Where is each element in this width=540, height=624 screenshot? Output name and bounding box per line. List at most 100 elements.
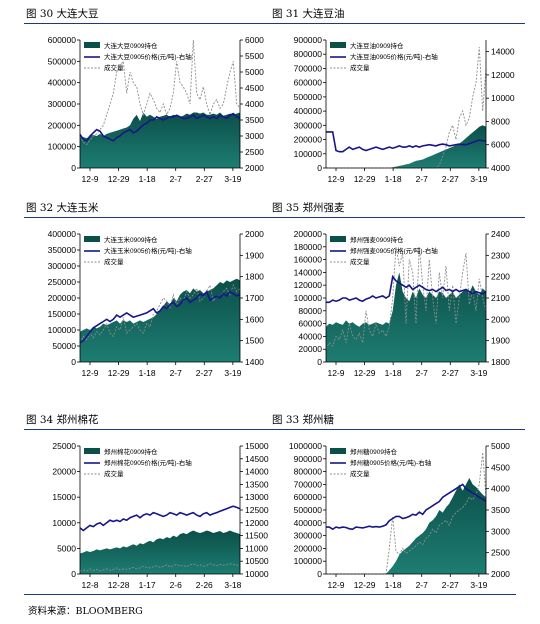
left-tick-label: 700000 xyxy=(294,63,323,73)
legend-label-price: 郑州棉花0905价格(元/吨)-右轴 xyxy=(104,458,192,467)
left-tick-label: 100000 xyxy=(294,293,323,303)
source-note: 资料来源：BLOOMBERG xyxy=(28,606,143,617)
right-tick-label: 1700 xyxy=(245,293,264,303)
left-tick-label: 300000 xyxy=(294,531,323,541)
right-tick-label: 4000 xyxy=(491,163,510,173)
x-tick-label: 12-29 xyxy=(108,174,130,184)
chart-czce-cotton: 0 5000 10000 15000 20000 25000 10000 10500 11000… xyxy=(52,441,269,590)
x-tick-label: 12-29 xyxy=(354,174,376,184)
chart-title: 图 32 大连玉米 xyxy=(26,202,99,214)
legend-label-price: 郑州强麦0905价格(元/吨)-右轴 xyxy=(350,246,438,255)
right-tick-label: 2000 xyxy=(491,314,510,324)
series-area-open-interest xyxy=(80,112,240,168)
left-tick-label: 700000 xyxy=(294,479,323,489)
legend-label-price: 大连玉米0905价格(元/吨)-右轴 xyxy=(104,246,192,255)
x-tick-label: 1-18 xyxy=(139,368,156,378)
left-tick-label: 200000 xyxy=(48,293,77,303)
left-tick-label: 0 xyxy=(71,357,76,367)
right-tick-label: 1500 xyxy=(245,336,264,346)
right-tick-label: 4500 xyxy=(245,83,264,93)
right-tick-label: 2300 xyxy=(491,250,510,260)
left-tick-label: 40000 xyxy=(298,331,322,341)
right-tick-label: 13000 xyxy=(245,492,269,502)
x-tick-label: 12-9 xyxy=(327,174,344,184)
series-line-volume xyxy=(79,563,241,572)
x-tick-label: 12-9 xyxy=(327,580,344,590)
right-tick-label: 10000 xyxy=(245,569,269,579)
title-rule xyxy=(270,217,525,218)
legend-label-open-interest: 郑州棉花0909持仓 xyxy=(104,447,158,456)
left-tick-label: 100000 xyxy=(48,325,77,335)
left-tick-label: 200000 xyxy=(294,543,323,553)
x-tick-label: 3-18 xyxy=(224,580,241,590)
series-line-volume xyxy=(326,47,487,169)
right-tick-label: 14000 xyxy=(245,467,269,477)
legend-label-volume: 成交量 xyxy=(350,63,370,72)
x-tick-label: 3-19 xyxy=(224,368,241,378)
left-tick-label: 160000 xyxy=(294,255,323,265)
legend-label-open-interest: 郑州糖0909持仓 xyxy=(350,447,397,456)
right-tick-label: 4000 xyxy=(491,484,510,494)
x-tick-label: 1-17 xyxy=(139,580,156,590)
x-tick-label: 3-19 xyxy=(470,174,487,184)
x-tick-label: 12-29 xyxy=(354,368,376,378)
right-tick-label: 3500 xyxy=(245,115,264,125)
left-tick-label: 0 xyxy=(317,163,322,173)
chart-dce-soybean: 0 100000 200000 300000 400000 500000 600000 200… xyxy=(48,35,265,184)
series-line-price xyxy=(79,290,241,344)
left-tick-label: 900000 xyxy=(294,454,323,464)
x-tick-label: 3-19 xyxy=(224,174,241,184)
series-area-open-interest xyxy=(80,530,240,574)
right-tick-label: 1900 xyxy=(245,250,264,260)
chart-dce-corn: 0 50000 100000 150000 200000 250000 300000 3500… xyxy=(48,229,265,378)
x-tick-label: 1-18 xyxy=(139,174,156,184)
x-tick-label: 3-19 xyxy=(470,580,487,590)
left-tick-label: 100000 xyxy=(294,556,323,566)
left-tick-label: 20000 xyxy=(298,344,322,354)
legend-swatch-open-interest xyxy=(84,236,100,242)
chart-title: 图 30 大连大豆 xyxy=(26,8,99,20)
right-tick-label: 1600 xyxy=(245,314,264,324)
left-tick-label: 140000 xyxy=(294,267,323,277)
right-tick-label: 1800 xyxy=(245,272,264,282)
series-line-price xyxy=(326,131,487,153)
left-tick-label: 25000 xyxy=(52,441,76,451)
left-tick-label: 900000 xyxy=(294,35,323,45)
x-tick-label: 2-7 xyxy=(416,368,429,378)
right-tick-label: 5000 xyxy=(245,67,264,77)
title-rule xyxy=(24,429,279,430)
right-tick-label: 10000 xyxy=(491,93,515,103)
right-tick-label: 3000 xyxy=(245,131,264,141)
left-tick-label: 80000 xyxy=(298,306,322,316)
left-tick-label: 20000 xyxy=(52,467,76,477)
x-tick-label: 2-27 xyxy=(442,580,459,590)
right-tick-label: 1900 xyxy=(491,336,510,346)
x-tick-label: 12-29 xyxy=(354,580,376,590)
legend-swatch-open-interest xyxy=(84,448,100,454)
legend-label-volume: 成交量 xyxy=(104,469,124,478)
legend-label-volume: 成交量 xyxy=(350,469,370,478)
right-tick-label: 14000 xyxy=(491,47,515,57)
x-tick-label: 2-7 xyxy=(416,174,429,184)
left-tick-label: 100000 xyxy=(48,142,77,152)
right-tick-label: 1800 xyxy=(491,357,510,367)
left-tick-label: 200000 xyxy=(48,120,77,130)
x-tick-label: 2-7 xyxy=(170,174,183,184)
left-tick-label: 400000 xyxy=(48,229,77,239)
right-tick-label: 12000 xyxy=(491,70,515,80)
x-tick-label: 2-27 xyxy=(196,174,213,184)
legend-label-volume: 成交量 xyxy=(350,257,370,266)
left-tick-label: 5000 xyxy=(57,543,76,553)
legend-label-open-interest: 大连大豆0909持仓 xyxy=(104,41,158,50)
series-line-price xyxy=(326,483,487,531)
legend-label-price: 大连豆油0905价格(元/吨)-右轴 xyxy=(350,52,438,61)
x-tick-label: 1-18 xyxy=(385,174,402,184)
x-tick-label: 2-6 xyxy=(170,580,183,590)
left-tick-label: 10000 xyxy=(52,518,76,528)
title-rule xyxy=(24,217,279,218)
left-tick-label: 50000 xyxy=(52,341,76,351)
right-tick-label: 2000 xyxy=(245,163,264,173)
right-tick-label: 2000 xyxy=(491,569,510,579)
legend-label-volume: 成交量 xyxy=(104,63,124,72)
x-tick-label: 2-27 xyxy=(442,174,459,184)
